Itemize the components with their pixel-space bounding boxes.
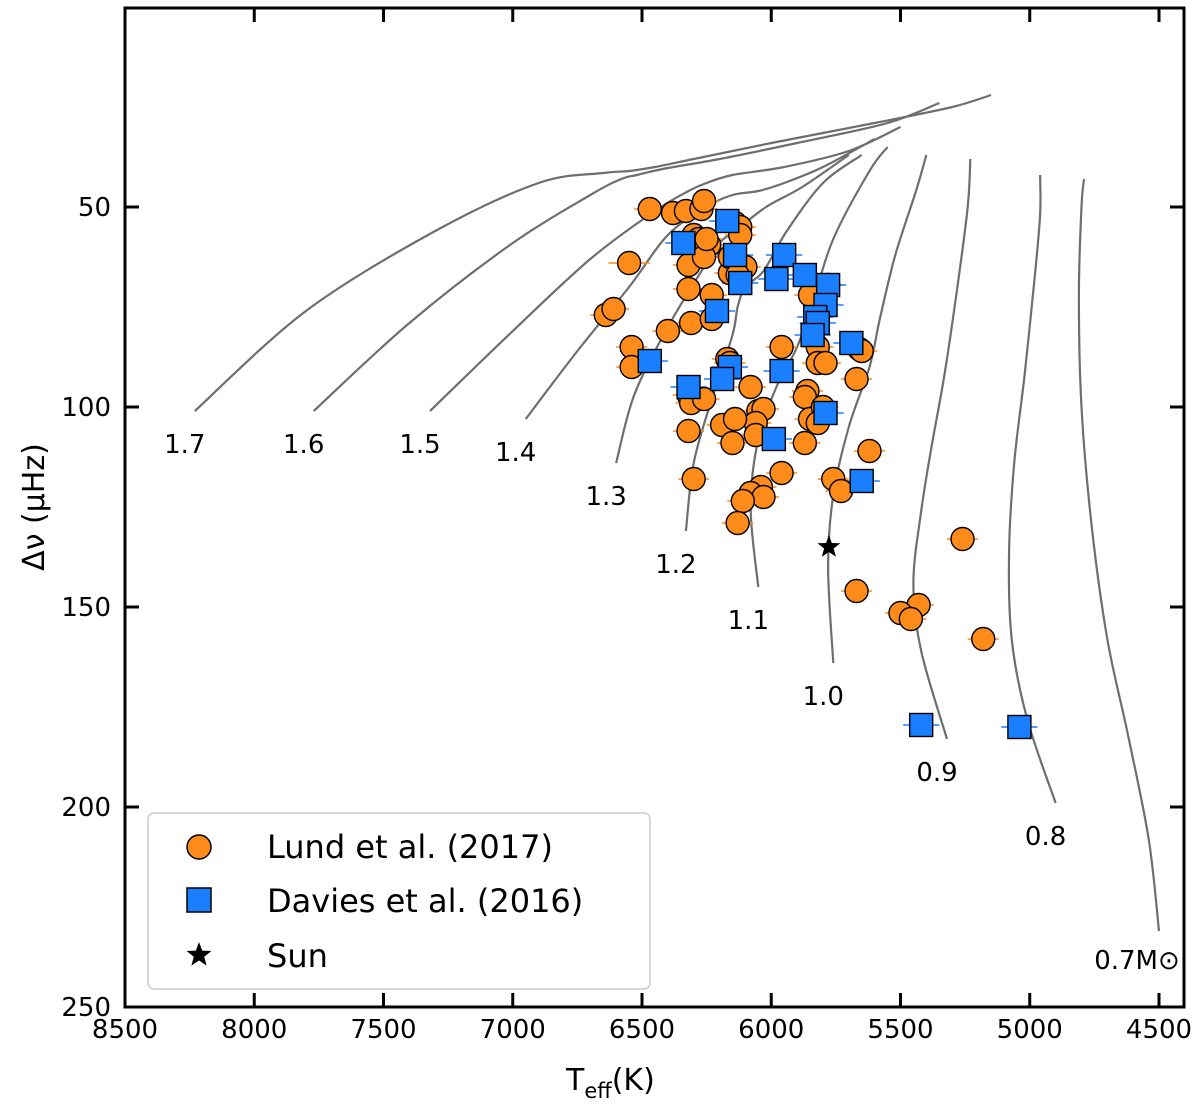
davies-point — [769, 358, 794, 384]
davies-point — [671, 230, 696, 256]
legend-label-davies: Davies et al. (2016) — [267, 882, 583, 920]
y-tick-label: 250 — [61, 993, 111, 1023]
track-label: 1.5 — [399, 430, 440, 460]
lund-point — [722, 406, 748, 432]
lund-point — [601, 296, 626, 322]
track-label: 1.0 — [803, 682, 844, 712]
y-tick-label: 100 — [61, 393, 111, 423]
track-label: 0.7M⊙ — [1094, 946, 1180, 976]
davies-point — [792, 262, 818, 288]
x-tick-label: 8500 — [92, 1015, 158, 1045]
lund-point — [828, 478, 854, 504]
davies-point — [676, 374, 701, 400]
track-label: 0.9 — [916, 758, 957, 788]
lund-point — [655, 318, 681, 344]
x-tick-label: 5000 — [997, 1015, 1063, 1045]
davies-point — [849, 468, 874, 494]
davies-point — [771, 242, 797, 268]
lund-point — [676, 276, 701, 302]
x-axis-title-main: T — [565, 1063, 585, 1098]
davies-point — [637, 348, 662, 374]
track-1.7 — [194, 93, 992, 412]
davies-point — [764, 266, 789, 292]
davies-point — [728, 270, 753, 296]
x-tick-label: 5500 — [867, 1015, 933, 1045]
x-tick-label: 4500 — [1126, 1015, 1192, 1045]
legend-marker-lund — [186, 834, 212, 860]
legend-box — [147, 812, 651, 990]
davies-point — [722, 242, 748, 268]
lund-point — [769, 334, 794, 360]
track-label: 0.8 — [1025, 822, 1066, 852]
axis-ticks: 8500 8000 7500 7000 6500 6000 5500 5000 4500 50 10… — [61, 8, 1192, 1045]
lund-point — [898, 606, 924, 632]
track-0.7M⊙ — [1077, 178, 1161, 932]
lund-point — [769, 460, 794, 486]
lund-point — [637, 196, 662, 222]
track-label: 1.1 — [728, 606, 769, 636]
lund-point — [844, 578, 869, 604]
legend-marker-davies — [186, 887, 212, 913]
lund-point — [730, 488, 756, 514]
track-label: 1.4 — [495, 438, 536, 468]
y-axis-title: Δν (μHz) — [17, 443, 52, 571]
davies-point — [800, 322, 825, 348]
lund-point — [676, 418, 701, 444]
x-axis-title: Teff(K) — [565, 1063, 655, 1103]
lund-point — [857, 438, 882, 464]
track-0.8 — [1007, 174, 1057, 804]
davies-point — [715, 208, 740, 234]
track-label: 1.3 — [585, 482, 626, 512]
lund-point — [950, 526, 975, 552]
x-tick-label: 6500 — [609, 1015, 675, 1045]
track-1.5 — [429, 126, 901, 412]
y-tick-label: 50 — [78, 193, 111, 223]
y-tick-label: 150 — [61, 593, 111, 623]
track-0.9 — [912, 158, 972, 740]
track-label: 1.2 — [655, 550, 696, 580]
lund-point — [844, 366, 869, 392]
data-points — [593, 188, 1032, 740]
lund-point — [738, 374, 763, 400]
lund-point — [971, 626, 996, 652]
davies-point — [761, 426, 787, 452]
lund-point — [694, 226, 719, 252]
legend-marker-sun — [186, 942, 212, 966]
x-axis-title-sub: eff — [584, 1079, 612, 1103]
legend-label-lund: Lund et al. (2017) — [267, 828, 553, 866]
x-tick-label: 7500 — [350, 1015, 416, 1045]
track-1.6 — [312, 101, 940, 412]
x-tick-label: 6000 — [738, 1015, 804, 1045]
davies-point — [813, 400, 838, 426]
track-1.2 — [684, 154, 863, 532]
lund-point — [751, 484, 776, 510]
davies-point — [1007, 714, 1032, 740]
y-tick-label: 200 — [61, 793, 111, 823]
lund-point — [720, 430, 745, 456]
sun-marker — [817, 535, 841, 557]
lund-point — [792, 430, 818, 456]
x-tick-label: 8000 — [221, 1015, 287, 1045]
lund-point — [813, 350, 838, 376]
davies-point — [709, 366, 735, 392]
lund-point — [681, 466, 706, 492]
track-label: 1.6 — [283, 430, 324, 460]
lund-point — [691, 188, 717, 214]
davies-point — [908, 712, 934, 738]
track-1.0 — [826, 154, 928, 664]
track-label: 1.7 — [164, 430, 205, 460]
lund-point — [616, 250, 642, 276]
x-axis-title-unit: (K) — [612, 1063, 655, 1098]
lund-point — [725, 510, 750, 536]
davies-point — [704, 298, 730, 324]
legend-label-sun: Sun — [267, 937, 328, 975]
lund-point — [678, 310, 704, 336]
x-tick-label: 7000 — [480, 1015, 546, 1045]
legend: Lund et al. (2017) Davies et al. (2016) … — [147, 812, 651, 990]
plot-frame — [123, 6, 1186, 1009]
davies-point — [839, 330, 864, 356]
